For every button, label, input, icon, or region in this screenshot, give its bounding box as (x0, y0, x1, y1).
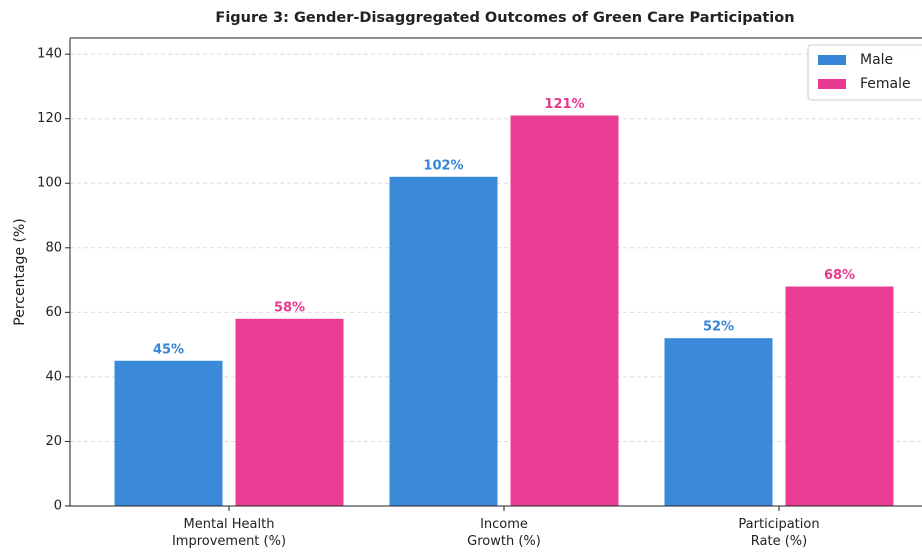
value-label: 58% (274, 300, 305, 315)
x-tick-label: Participation Rate (%) (738, 517, 819, 549)
y-tick-label: 80 (45, 240, 62, 255)
bar (510, 115, 619, 506)
value-label: 52% (703, 320, 734, 335)
chart-title: Figure 3: Gender-Disaggregated Outcomes … (215, 10, 794, 26)
y-tick-label: 120 (37, 111, 62, 126)
value-label: 121% (544, 97, 584, 112)
bar (389, 176, 498, 507)
x-tick-label: Mental Health Improvement (%) (172, 517, 286, 549)
bar (664, 338, 773, 506)
y-tick-label: 60 (45, 305, 62, 320)
x-tick-label: Income Growth (%) (467, 517, 541, 549)
value-label: 45% (153, 342, 184, 357)
y-tick-label: 140 (37, 47, 62, 62)
legend-label: Male (860, 52, 893, 68)
value-label: 68% (824, 268, 855, 283)
legend-swatch (818, 79, 846, 89)
value-label: 102% (423, 158, 463, 173)
bar (785, 286, 894, 506)
legend-swatch (818, 55, 846, 65)
bar (114, 360, 223, 506)
bar (235, 318, 344, 506)
y-tick-label: 100 (37, 176, 62, 191)
y-axis-label: Percentage (%) (12, 218, 28, 325)
y-tick-label: 20 (45, 434, 62, 449)
y-tick-label: 0 (54, 499, 62, 514)
y-tick-label: 40 (45, 369, 62, 384)
legend-label: Female (860, 76, 911, 92)
